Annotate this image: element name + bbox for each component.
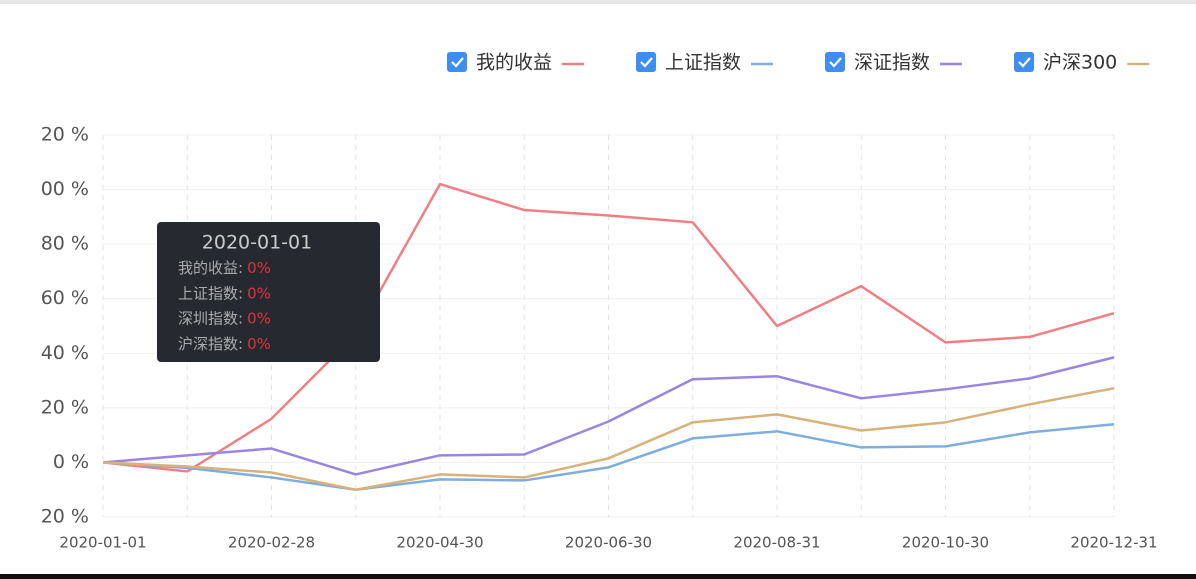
legend-checkbox	[1014, 52, 1034, 72]
x-tick-label: 2020-10-30	[902, 534, 989, 552]
tooltip-title: 2020-01-01	[202, 232, 312, 254]
bottom-border	[0, 574, 1196, 579]
series-line	[102, 182, 1115, 473]
tooltip-row: 上证指数: 0%	[178, 284, 271, 302]
legend-item[interactable]: 上证指数	[636, 52, 774, 74]
series-line	[102, 422, 1115, 491]
legend-item[interactable]: 沪深300	[1014, 52, 1150, 74]
tooltip-value: 0%	[247, 309, 271, 327]
y-tick-label: 00 %	[41, 178, 89, 200]
x-tick-label: 2020-08-31	[733, 534, 820, 552]
x-tick-label: 2020-02-28	[228, 534, 315, 552]
y-tick-label: 20 %	[41, 396, 89, 418]
series-line	[102, 386, 1115, 491]
legend-checkbox	[636, 52, 656, 72]
tooltip-box	[157, 222, 380, 362]
x-tick-label: 2020-06-30	[565, 534, 652, 552]
legend-check	[829, 57, 842, 68]
legend-check	[640, 57, 653, 68]
y-tick-label: 20 %	[41, 124, 89, 146]
tooltip-label: 深圳指数:	[178, 309, 243, 327]
y-tick-label: 60 %	[41, 287, 89, 309]
legend-checkbox	[447, 52, 467, 72]
tooltip-row: 沪深指数: 0%	[178, 334, 271, 352]
legend-check	[451, 57, 464, 68]
legend-label: 深证指数	[854, 52, 930, 74]
x-tick-label: 2020-04-30	[396, 534, 483, 552]
y-tick-label: 80 %	[41, 233, 89, 255]
tooltip-label: 沪深指数:	[178, 334, 243, 352]
y-tick-label: 0 %	[53, 451, 89, 473]
legend-checkbox	[825, 52, 845, 72]
y-tick-label: 40 %	[41, 342, 89, 364]
tooltip-label: 我的收益:	[178, 259, 243, 277]
tooltip-label: 上证指数:	[178, 284, 243, 302]
legend-label: 上证指数	[665, 52, 741, 74]
y-tick-label: 20 %	[41, 506, 89, 528]
tooltip-row: 深圳指数: 0%	[178, 309, 271, 327]
legend-label: 我的收益	[476, 52, 552, 74]
legend-label: 沪深300	[1043, 52, 1117, 74]
x-tick-label: 2020-01-01	[59, 534, 146, 552]
legend-item[interactable]: 深证指数	[825, 52, 963, 74]
top-border	[0, 0, 1196, 4]
legend-check	[1018, 57, 1031, 68]
tooltip-value: 0%	[247, 259, 271, 277]
tooltip-value: 0%	[247, 334, 271, 352]
series-line	[102, 356, 1115, 476]
x-tick-label: 2020-12-31	[1070, 534, 1157, 552]
tooltip-row: 我的收益: 0%	[178, 259, 271, 277]
tooltip-value: 0%	[247, 284, 271, 302]
legend-item[interactable]: 我的收益	[447, 52, 585, 74]
